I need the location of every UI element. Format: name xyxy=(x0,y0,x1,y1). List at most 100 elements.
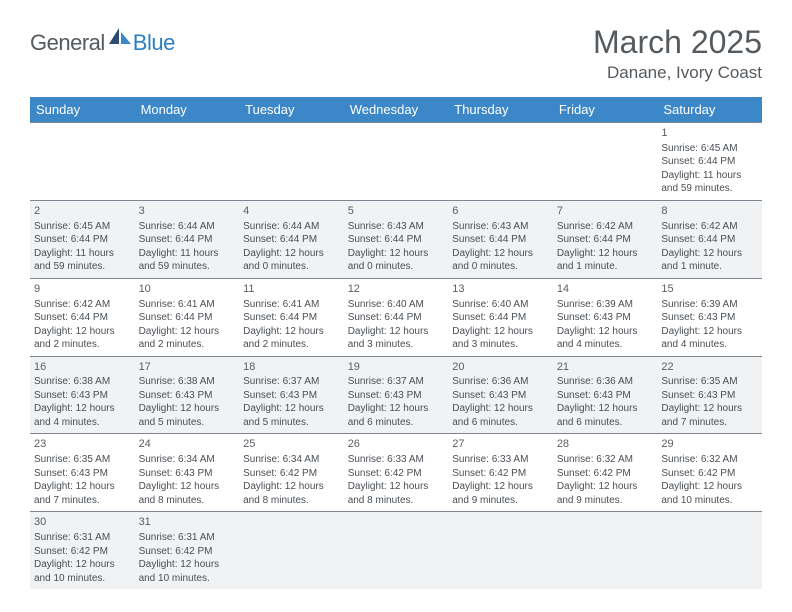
daylight-text: Daylight: 11 hours and 59 minutes. xyxy=(661,169,758,196)
sunrise-text: Sunrise: 6:39 AM xyxy=(661,298,758,312)
sunset-text: Sunset: 6:43 PM xyxy=(139,389,236,403)
weekday-header-row: SundayMondayTuesdayWednesdayThursdayFrid… xyxy=(30,97,762,123)
day-cell: 2Sunrise: 6:45 AMSunset: 6:44 PMDaylight… xyxy=(30,200,135,278)
day-cell: 16Sunrise: 6:38 AMSunset: 6:43 PMDayligh… xyxy=(30,356,135,434)
day-cell xyxy=(239,512,344,589)
sunset-text: Sunset: 6:43 PM xyxy=(34,389,131,403)
day-cell: 7Sunrise: 6:42 AMSunset: 6:44 PMDaylight… xyxy=(553,200,658,278)
day-number: 25 xyxy=(243,437,340,452)
day-number: 24 xyxy=(139,437,236,452)
day-cell xyxy=(239,123,344,201)
daylight-text: Daylight: 12 hours and 4 minutes. xyxy=(557,325,654,352)
daylight-text: Daylight: 12 hours and 5 minutes. xyxy=(243,402,340,429)
week-row: 2Sunrise: 6:45 AMSunset: 6:44 PMDaylight… xyxy=(30,200,762,278)
day-cell: 20Sunrise: 6:36 AMSunset: 6:43 PMDayligh… xyxy=(448,356,553,434)
day-cell: 28Sunrise: 6:32 AMSunset: 6:42 PMDayligh… xyxy=(553,434,658,512)
daylight-text: Daylight: 12 hours and 6 minutes. xyxy=(557,402,654,429)
sunset-text: Sunset: 6:43 PM xyxy=(139,467,236,481)
daylight-text: Daylight: 12 hours and 4 minutes. xyxy=(34,402,131,429)
day-cell xyxy=(30,123,135,201)
day-cell: 30Sunrise: 6:31 AMSunset: 6:42 PMDayligh… xyxy=(30,512,135,589)
day-cell: 29Sunrise: 6:32 AMSunset: 6:42 PMDayligh… xyxy=(657,434,762,512)
week-row: 16Sunrise: 6:38 AMSunset: 6:43 PMDayligh… xyxy=(30,356,762,434)
sunrise-text: Sunrise: 6:43 AM xyxy=(452,220,549,234)
day-number: 2 xyxy=(34,204,131,219)
sunset-text: Sunset: 6:43 PM xyxy=(661,311,758,325)
sunrise-text: Sunrise: 6:32 AM xyxy=(557,453,654,467)
daylight-text: Daylight: 12 hours and 10 minutes. xyxy=(34,558,131,585)
daylight-text: Daylight: 12 hours and 6 minutes. xyxy=(452,402,549,429)
title-block: March 2025 Danane, Ivory Coast xyxy=(593,24,762,83)
sunrise-text: Sunrise: 6:40 AM xyxy=(348,298,445,312)
sunset-text: Sunset: 6:42 PM xyxy=(452,467,549,481)
daylight-text: Daylight: 12 hours and 0 minutes. xyxy=(348,247,445,274)
sunrise-text: Sunrise: 6:43 AM xyxy=(348,220,445,234)
sunrise-text: Sunrise: 6:39 AM xyxy=(557,298,654,312)
sunrise-text: Sunrise: 6:37 AM xyxy=(243,375,340,389)
day-cell xyxy=(448,123,553,201)
week-row: 1Sunrise: 6:45 AMSunset: 6:44 PMDaylight… xyxy=(30,123,762,201)
sunset-text: Sunset: 6:42 PM xyxy=(557,467,654,481)
sunrise-text: Sunrise: 6:41 AM xyxy=(139,298,236,312)
daylight-text: Daylight: 12 hours and 7 minutes. xyxy=(661,402,758,429)
weekday-header: Saturday xyxy=(657,97,762,123)
sunset-text: Sunset: 6:43 PM xyxy=(34,467,131,481)
day-number: 27 xyxy=(452,437,549,452)
brand-suffix: Blue xyxy=(133,30,175,56)
day-number: 1 xyxy=(661,126,758,141)
sunrise-text: Sunrise: 6:31 AM xyxy=(139,531,236,545)
sunset-text: Sunset: 6:42 PM xyxy=(139,545,236,559)
day-number: 13 xyxy=(452,282,549,297)
week-row: 9Sunrise: 6:42 AMSunset: 6:44 PMDaylight… xyxy=(30,278,762,356)
sunset-text: Sunset: 6:43 PM xyxy=(452,389,549,403)
sunset-text: Sunset: 6:43 PM xyxy=(661,389,758,403)
day-cell xyxy=(344,512,449,589)
day-cell: 21Sunrise: 6:36 AMSunset: 6:43 PMDayligh… xyxy=(553,356,658,434)
sunrise-text: Sunrise: 6:42 AM xyxy=(661,220,758,234)
sunset-text: Sunset: 6:43 PM xyxy=(348,389,445,403)
daylight-text: Daylight: 12 hours and 3 minutes. xyxy=(348,325,445,352)
daylight-text: Daylight: 12 hours and 6 minutes. xyxy=(348,402,445,429)
day-number: 3 xyxy=(139,204,236,219)
daylight-text: Daylight: 12 hours and 3 minutes. xyxy=(452,325,549,352)
day-number: 7 xyxy=(557,204,654,219)
sunrise-text: Sunrise: 6:40 AM xyxy=(452,298,549,312)
brand-logo: General Blue xyxy=(30,28,175,57)
day-number: 17 xyxy=(139,360,236,375)
sunset-text: Sunset: 6:44 PM xyxy=(34,233,131,247)
sunset-text: Sunset: 6:44 PM xyxy=(139,311,236,325)
week-row: 30Sunrise: 6:31 AMSunset: 6:42 PMDayligh… xyxy=(30,512,762,589)
day-cell xyxy=(344,123,449,201)
day-cell xyxy=(448,512,553,589)
daylight-text: Daylight: 12 hours and 2 minutes. xyxy=(34,325,131,352)
day-cell: 5Sunrise: 6:43 AMSunset: 6:44 PMDaylight… xyxy=(344,200,449,278)
daylight-text: Daylight: 12 hours and 10 minutes. xyxy=(661,480,758,507)
sunset-text: Sunset: 6:44 PM xyxy=(661,155,758,169)
daylight-text: Daylight: 12 hours and 7 minutes. xyxy=(34,480,131,507)
weekday-header: Monday xyxy=(135,97,240,123)
sunrise-text: Sunrise: 6:33 AM xyxy=(348,453,445,467)
daylight-text: Daylight: 12 hours and 8 minutes. xyxy=(243,480,340,507)
day-cell xyxy=(553,123,658,201)
day-number: 6 xyxy=(452,204,549,219)
day-cell: 12Sunrise: 6:40 AMSunset: 6:44 PMDayligh… xyxy=(344,278,449,356)
day-cell: 8Sunrise: 6:42 AMSunset: 6:44 PMDaylight… xyxy=(657,200,762,278)
sunset-text: Sunset: 6:44 PM xyxy=(34,311,131,325)
page-title: March 2025 xyxy=(593,24,762,61)
daylight-text: Daylight: 12 hours and 8 minutes. xyxy=(139,480,236,507)
day-cell: 11Sunrise: 6:41 AMSunset: 6:44 PMDayligh… xyxy=(239,278,344,356)
day-cell: 14Sunrise: 6:39 AMSunset: 6:43 PMDayligh… xyxy=(553,278,658,356)
day-cell: 4Sunrise: 6:44 AMSunset: 6:44 PMDaylight… xyxy=(239,200,344,278)
sunrise-text: Sunrise: 6:42 AM xyxy=(557,220,654,234)
day-number: 5 xyxy=(348,204,445,219)
day-cell: 27Sunrise: 6:33 AMSunset: 6:42 PMDayligh… xyxy=(448,434,553,512)
sunrise-text: Sunrise: 6:34 AM xyxy=(243,453,340,467)
daylight-text: Daylight: 12 hours and 9 minutes. xyxy=(452,480,549,507)
week-row: 23Sunrise: 6:35 AMSunset: 6:43 PMDayligh… xyxy=(30,434,762,512)
daylight-text: Daylight: 12 hours and 4 minutes. xyxy=(661,325,758,352)
day-cell: 17Sunrise: 6:38 AMSunset: 6:43 PMDayligh… xyxy=(135,356,240,434)
day-number: 22 xyxy=(661,360,758,375)
weekday-header: Tuesday xyxy=(239,97,344,123)
brand-name: General xyxy=(30,30,105,56)
daylight-text: Daylight: 12 hours and 0 minutes. xyxy=(452,247,549,274)
